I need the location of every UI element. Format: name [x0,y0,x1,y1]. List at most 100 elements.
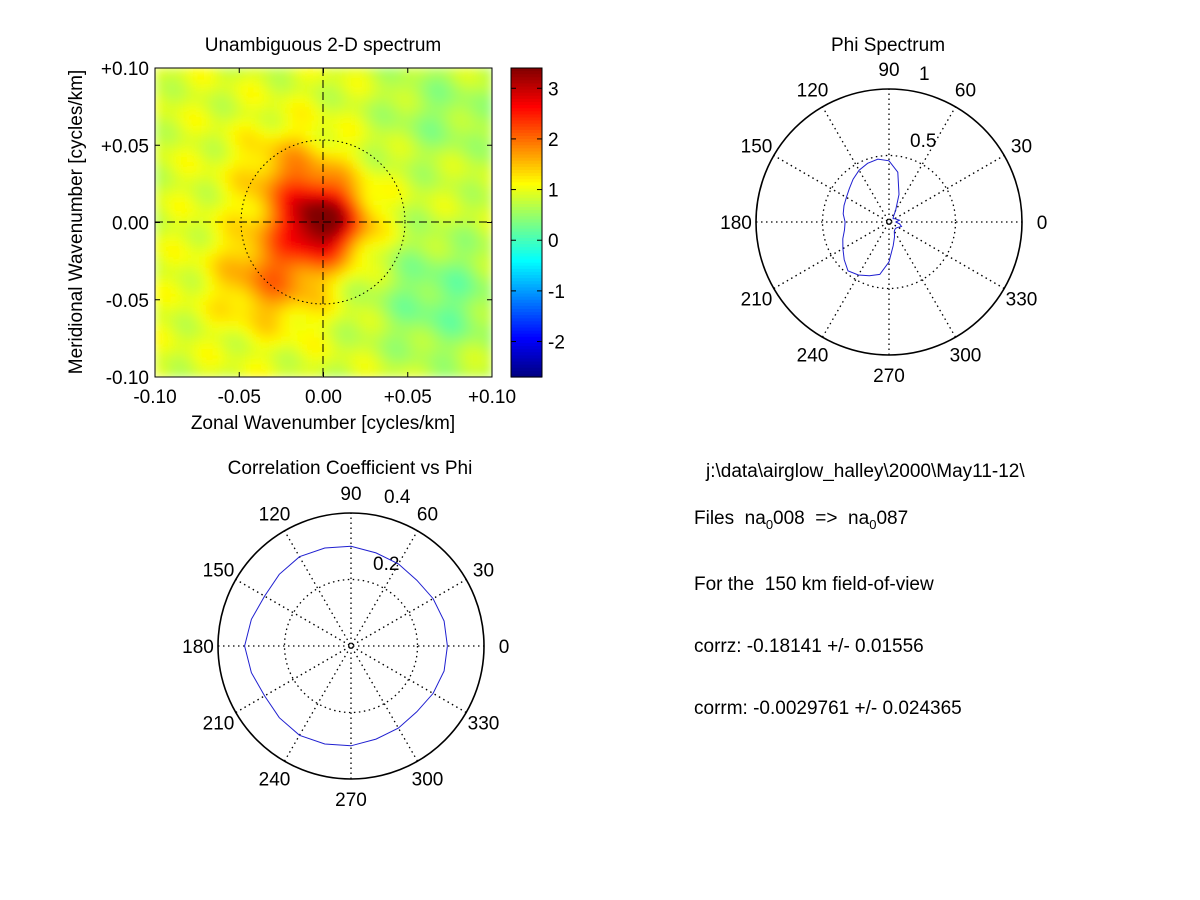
x-tick-label: -0.05 [218,387,261,408]
heatmap-cell [365,368,375,377]
heatmap-cell [238,345,249,355]
colorbar-gradient [511,68,542,378]
heatmap-cell [407,191,417,201]
heatmap-cell [314,144,325,154]
heatmap-cell [474,361,485,370]
heatmap-cell [390,167,401,177]
heatmap-cell [440,299,451,309]
heatmap-cell [155,175,165,185]
heatmap-cell [356,291,367,301]
heatmap-cell [331,299,342,309]
heatmap-cell [398,306,409,316]
polar-ring [821,154,957,290]
x-axis-label: Zonal Wavenumber [cycles/km] [191,413,455,434]
colorbar-strip [511,157,542,162]
heatmap-cell [424,291,434,301]
heatmap-cell [264,152,274,162]
heatmap-cell [381,276,392,285]
heatmap-cell [205,291,215,301]
heatmap-cell [407,245,417,255]
heatmap-cell [306,129,316,139]
heatmap-cell [314,276,325,285]
heatmap-cell [280,337,291,347]
heatmap-cell [440,306,451,316]
heatmap-cell [390,276,401,285]
heatmap-cells [155,68,492,377]
heatmap-cell [466,337,476,347]
heatmap-cell [247,368,257,377]
heatmap-cell [280,252,291,262]
heatmap-cell [373,291,384,301]
heatmap-cell [457,175,468,185]
heatmap-cell [196,322,207,332]
heatmap-cell [381,299,392,309]
heatmap-cell [289,299,299,309]
heatmap-cell [398,198,409,208]
heatmap-cell [457,252,468,262]
heatmap-cell [280,160,291,170]
colorbar-strip [511,284,542,288]
heatmap-cell [432,160,443,170]
heatmap-cell [331,291,342,301]
heatmap-cell [339,353,350,363]
heatmap-cell [449,299,459,309]
heatmap-cell [457,330,468,340]
heatmap-cell [424,129,434,139]
heatmap-cell [196,276,207,285]
colorbar-strip [511,89,542,94]
heatmap-cell [483,229,492,239]
heatmap-cell [440,337,451,347]
heatmap-cell [179,152,190,162]
heatmap-cell [356,214,367,224]
heatmap-cell [272,306,283,316]
heatmap-cell [205,361,215,370]
heatmap-cell [306,283,316,293]
heatmap-cell [238,229,249,239]
heatmap-cell [424,137,434,146]
heatmap-cell [449,106,459,116]
heatmap-cell [440,152,451,162]
heatmap-cell [171,175,181,185]
heatmap-cell [255,222,266,231]
heatmap-cell [440,198,451,208]
heatmap-cell [213,137,224,146]
heatmap-cell [155,337,165,347]
ring-label: 1 [919,64,930,85]
heatmap-cell [264,90,274,100]
heatmap-cell [213,322,224,332]
heatmap-cell [415,214,426,224]
heatmap-cell [188,198,198,208]
heatmap-cell [415,98,426,108]
heatmap-cell [390,252,401,262]
heatmap-cell [264,68,274,77]
colorbar-tick-label: 3 [548,79,559,100]
heatmap-cell [466,260,476,270]
heatmap-cell [171,152,181,162]
heatmap-cell [398,276,409,285]
heatmap-cell [339,299,350,309]
heatmap-cell [365,106,375,116]
heatmap-cell [348,237,358,247]
heatmap-cell [179,322,190,332]
heatmap-cell [162,345,173,355]
heatmap-cell [196,222,207,231]
heatmap-cell [155,144,165,154]
heatmap-cell [280,137,291,146]
heatmap-cell [483,361,492,370]
heatmap-cell [205,306,215,316]
heatmap-cell [449,222,459,231]
heatmap-cell [356,306,367,316]
heatmap-cell [457,314,468,324]
heatmap-cell [440,276,451,285]
heatmap-cell [323,252,333,262]
heatmap-cell [348,314,358,324]
heatmap-cell [339,191,350,201]
heatmap-cell [407,214,417,224]
heatmap-cell [474,214,485,224]
heatmap-cell [221,167,232,177]
heatmap-cell [432,245,443,255]
